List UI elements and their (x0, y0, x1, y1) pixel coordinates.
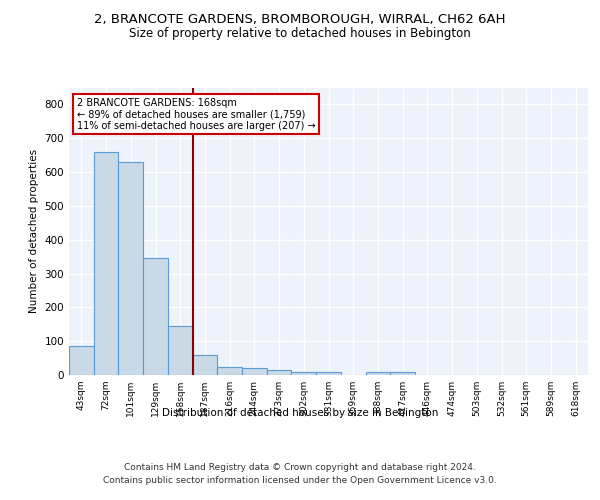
Text: Distribution of detached houses by size in Bebington: Distribution of detached houses by size … (162, 408, 438, 418)
Bar (193, 354, 217, 375)
Text: 2, BRANCOTE GARDENS, BROMBOROUGH, WIRRAL, CH62 6AH: 2, BRANCOTE GARDENS, BROMBOROUGH, WIRRAL… (94, 12, 506, 26)
Bar (217, 366, 242, 375)
Bar (292, 372, 316, 375)
Y-axis label: Number of detached properties: Number of detached properties (29, 149, 39, 314)
Bar (118, 162, 143, 375)
Bar (365, 372, 390, 375)
Bar (94, 152, 118, 375)
Bar (168, 326, 193, 375)
Bar (390, 372, 415, 375)
Text: Size of property relative to detached houses in Bebington: Size of property relative to detached ho… (129, 26, 471, 40)
Bar (316, 372, 341, 375)
Text: Contains public sector information licensed under the Open Government Licence v3: Contains public sector information licen… (103, 476, 497, 485)
Bar (69, 346, 94, 375)
Text: 2 BRANCOTE GARDENS: 168sqm
← 89% of detached houses are smaller (1,759)
11% of s: 2 BRANCOTE GARDENS: 168sqm ← 89% of deta… (77, 98, 316, 131)
Text: Contains HM Land Registry data © Crown copyright and database right 2024.: Contains HM Land Registry data © Crown c… (124, 462, 476, 471)
Bar (242, 368, 267, 375)
Bar (267, 370, 292, 375)
Bar (143, 258, 168, 375)
